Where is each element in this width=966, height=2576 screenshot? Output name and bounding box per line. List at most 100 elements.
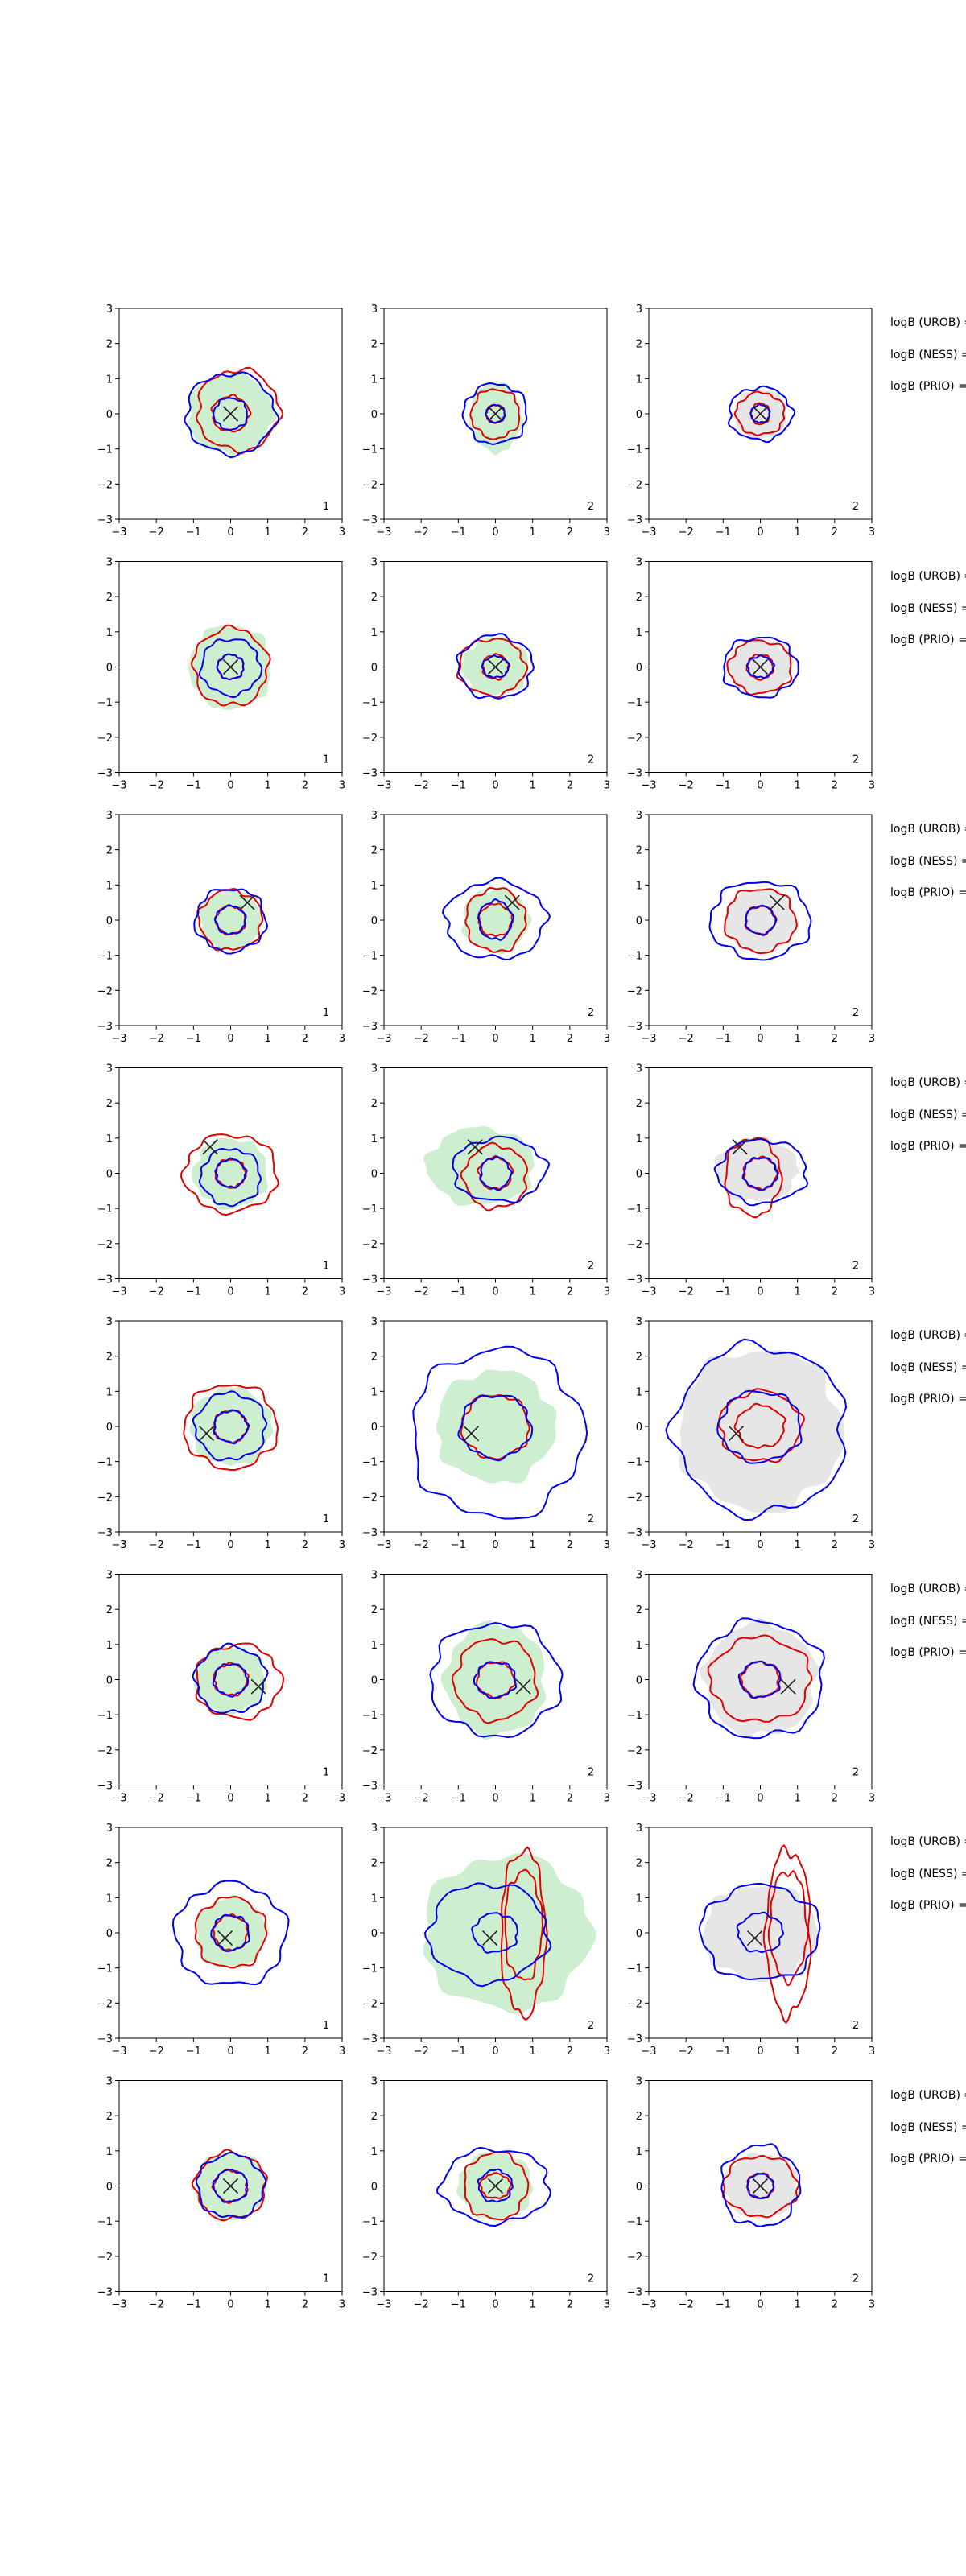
x-tick-label: −1: [186, 1286, 201, 1298]
y-tick-label: 1: [371, 1893, 378, 1905]
y-tick-label: 0: [636, 2182, 642, 2194]
blue-inner-contour: [736, 1911, 785, 1954]
blue-contour: [429, 1621, 564, 1739]
blue-contour: [184, 371, 280, 459]
y-tick-label: 0: [106, 1169, 113, 1181]
plot-area: [184, 366, 284, 459]
blue-inner-contour: [746, 2172, 775, 2200]
x-tick-label: −3: [641, 1033, 656, 1045]
red-contour: [733, 1402, 786, 1449]
plot-area: [193, 887, 269, 955]
x-tick-label: 3: [604, 780, 610, 792]
x-tick-label: −3: [641, 2299, 656, 2311]
blue-inner-contour: [485, 403, 506, 424]
x-tick-label: −3: [111, 1793, 126, 1805]
truth-marker: [239, 894, 255, 910]
y-tick-label: 2: [371, 845, 378, 857]
y-tick-label: 3: [106, 1316, 113, 1328]
plot-area: [429, 1620, 564, 1740]
y-tick-label: 0: [636, 409, 642, 421]
y-tick-label: −1: [627, 697, 642, 709]
x-tick-label: 2: [832, 526, 838, 539]
panel-r1-c2: −3 −2 −1 0 1 2 3 −3 −2 −1 0 1 2 3 2: [362, 303, 610, 539]
x-tick-label: 3: [339, 1793, 345, 1805]
panel-r2-c2: −3 −2 −1 0 1 2 3 −3 −2 −1 0 1 2 3 2: [362, 557, 610, 792]
red-contour: [733, 390, 786, 436]
y-tick-label: 3: [371, 1063, 378, 1075]
x-tick-label: 1: [530, 2299, 536, 2311]
y-tick-label: −1: [362, 1457, 378, 1469]
red-contour: [456, 638, 529, 699]
x-tick-label: −2: [414, 1539, 429, 1551]
panel-number: 2: [588, 1007, 594, 1019]
blue-inner-contour: [471, 1912, 518, 1954]
panel-r4-c3: −3 −2 −1 0 1 2 3 −3 −2 −1 0 1 2 3 2: [627, 1063, 875, 1298]
panel-r1-c1: −3 −2 −1 0 1 2 3 −3 −2 −1 0 1 2 3 1: [97, 303, 345, 539]
panel-r6-c2: −3 −2 −1 0 1 2 3 −3 −2 −1 0 1 2 3 2: [362, 1570, 610, 1805]
y-tick-label: −3: [97, 1021, 113, 1033]
x-tick-label: −1: [186, 2046, 201, 2058]
x-tick-label: 0: [492, 1033, 498, 1045]
y-tick-label: 1: [636, 1893, 642, 1905]
panel-number: 2: [852, 2020, 859, 2032]
x-tick-label: −2: [414, 2299, 429, 2311]
panel-number: 1: [323, 2020, 329, 2032]
x-tick-label: 2: [832, 1793, 838, 1805]
blue-inner-contour: [477, 898, 515, 941]
x-tick-label: −1: [716, 2299, 731, 2311]
x-tick-label: 2: [302, 780, 308, 792]
y-tick-label: 0: [371, 1928, 378, 1940]
red-contour: [481, 653, 511, 681]
y-tick-label: 1: [636, 1640, 642, 1652]
blue-inner-contour: [213, 904, 247, 935]
blue-inner-contour: [741, 1157, 779, 1191]
x-tick-label: 1: [795, 1033, 801, 1045]
y-tick-label: 2: [106, 1098, 113, 1110]
red-contour: [707, 1634, 813, 1723]
truth-marker: [504, 894, 520, 910]
x-tick-label: −1: [716, 1539, 731, 1551]
panel-r4-c1: −3 −2 −1 0 1 2 3 −3 −2 −1 0 1 2 3 1: [97, 1063, 345, 1298]
x-tick-label: 0: [492, 1539, 498, 1551]
x-tick-label: 3: [869, 1033, 875, 1045]
blue-contour: [713, 1138, 809, 1207]
x-tick-label: −1: [186, 1539, 201, 1551]
x-tick-label: −2: [149, 2046, 164, 2058]
plot-area: [441, 877, 551, 960]
x-tick-label: 2: [302, 1539, 308, 1551]
y-tick-label: −3: [97, 768, 113, 780]
plot-area: [708, 881, 812, 961]
x-tick-label: −2: [414, 780, 429, 792]
y-tick-label: −1: [362, 1963, 378, 1975]
truth-marker: [202, 1139, 218, 1155]
x-tick-label: −3: [111, 1286, 126, 1298]
plot-area: [423, 1126, 551, 1212]
y-tick-label: 0: [106, 663, 113, 675]
x-tick-label: 3: [604, 1033, 610, 1045]
plot-area: [180, 1133, 279, 1216]
y-tick-label: 3: [371, 1823, 378, 1835]
panel-r1-c3: −3 −2 −1 0 1 2 3 −3 −2 −1 0 1 2 3 2: [627, 303, 875, 539]
plot-area: [456, 633, 535, 700]
y-tick-label: 1: [106, 880, 113, 892]
y-tick-label: −3: [97, 1781, 113, 1793]
y-tick-label: −2: [362, 2252, 378, 2264]
y-tick-label: −3: [97, 1527, 113, 1539]
blue-inner-contour: [212, 397, 248, 431]
y-tick-label: 0: [636, 915, 642, 927]
x-tick-label: −2: [414, 2046, 429, 2058]
y-tick-label: 2: [371, 2111, 378, 2123]
x-tick-label: −1: [186, 1033, 201, 1045]
x-tick-label: −2: [679, 1539, 694, 1551]
blue-contour: [461, 382, 528, 446]
y-tick-label: 0: [371, 409, 378, 421]
panel-number: 2: [852, 1007, 859, 1019]
y-tick-label: 3: [636, 1570, 642, 1582]
truth-marker: [222, 406, 239, 422]
x-tick-label: −2: [679, 1033, 694, 1045]
y-tick-label: 2: [636, 592, 642, 604]
y-tick-label: −3: [627, 2033, 642, 2046]
red-contour: [767, 1869, 809, 1987]
truth-marker: [222, 2178, 239, 2194]
x-tick-label: 0: [492, 2046, 498, 2058]
